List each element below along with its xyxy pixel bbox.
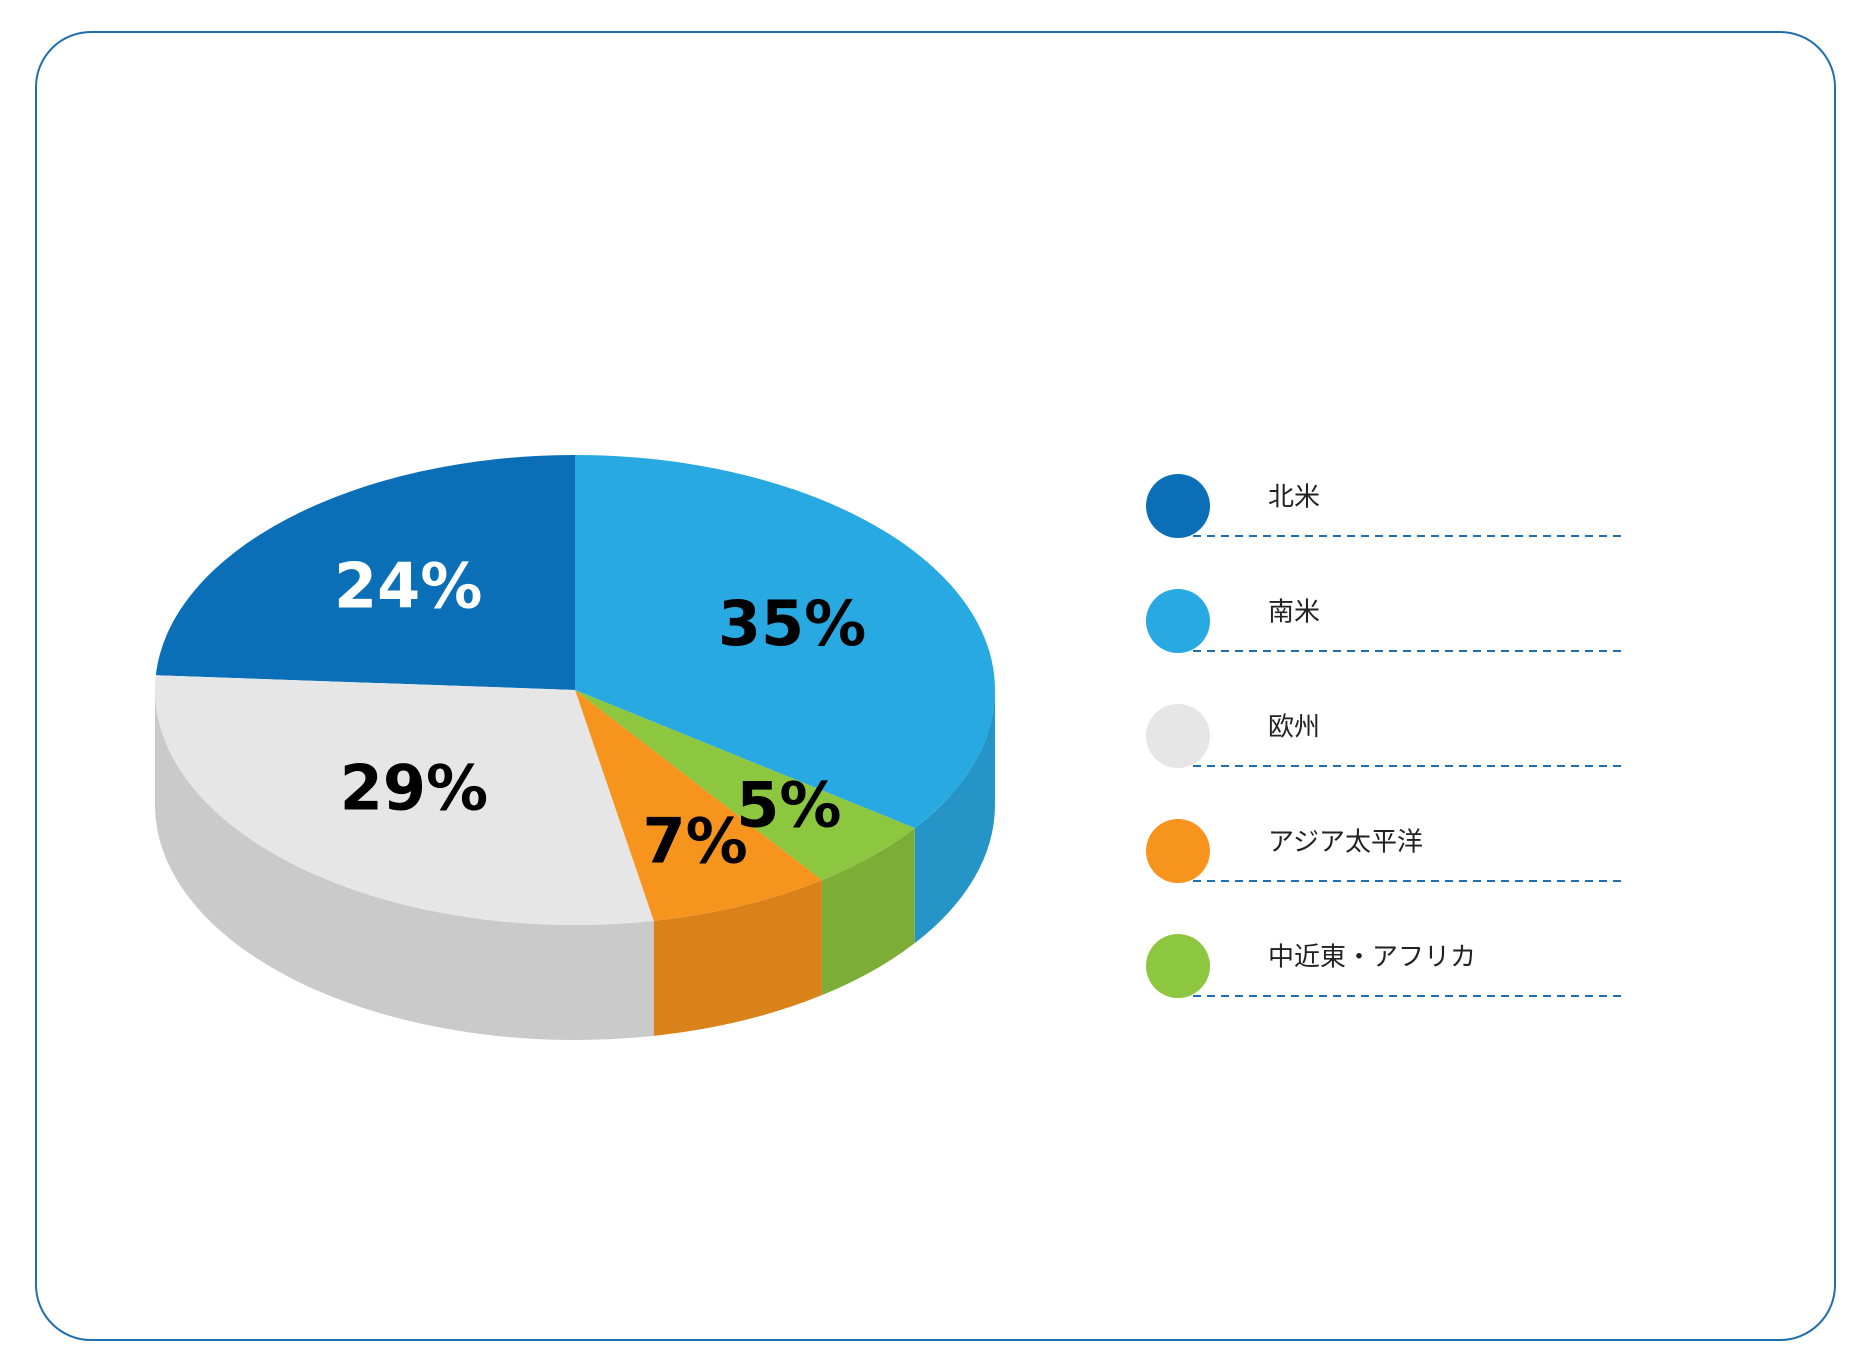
- legend-swatch: [1146, 474, 1210, 538]
- slice: [575, 690, 822, 921]
- slice: [155, 455, 575, 690]
- slice-label: 29%: [340, 751, 488, 824]
- slice-side: [653, 880, 822, 1036]
- legend-label: 欧州: [1268, 713, 1320, 743]
- slice-label: 35%: [718, 587, 866, 660]
- slice: [155, 675, 654, 925]
- slice: [575, 690, 915, 881]
- slice-label: 5%: [736, 769, 841, 842]
- slice-side: [914, 690, 995, 944]
- legend-label: 中近東・アフリカ: [1268, 943, 1476, 973]
- legend-label: 南米: [1268, 598, 1320, 628]
- slice-side: [821, 828, 915, 996]
- legend-label: アジア太平洋: [1268, 828, 1423, 858]
- legend-label: 北米: [1268, 483, 1320, 513]
- legend-swatch: [1146, 934, 1210, 998]
- slice: [575, 455, 995, 829]
- legend-swatch: [1146, 819, 1210, 883]
- slice-label: 24%: [334, 550, 482, 623]
- legend-swatch: [1146, 589, 1210, 653]
- legend-swatch: [1146, 704, 1210, 768]
- slice-label: 7%: [642, 804, 747, 877]
- slice-side: [155, 690, 654, 1040]
